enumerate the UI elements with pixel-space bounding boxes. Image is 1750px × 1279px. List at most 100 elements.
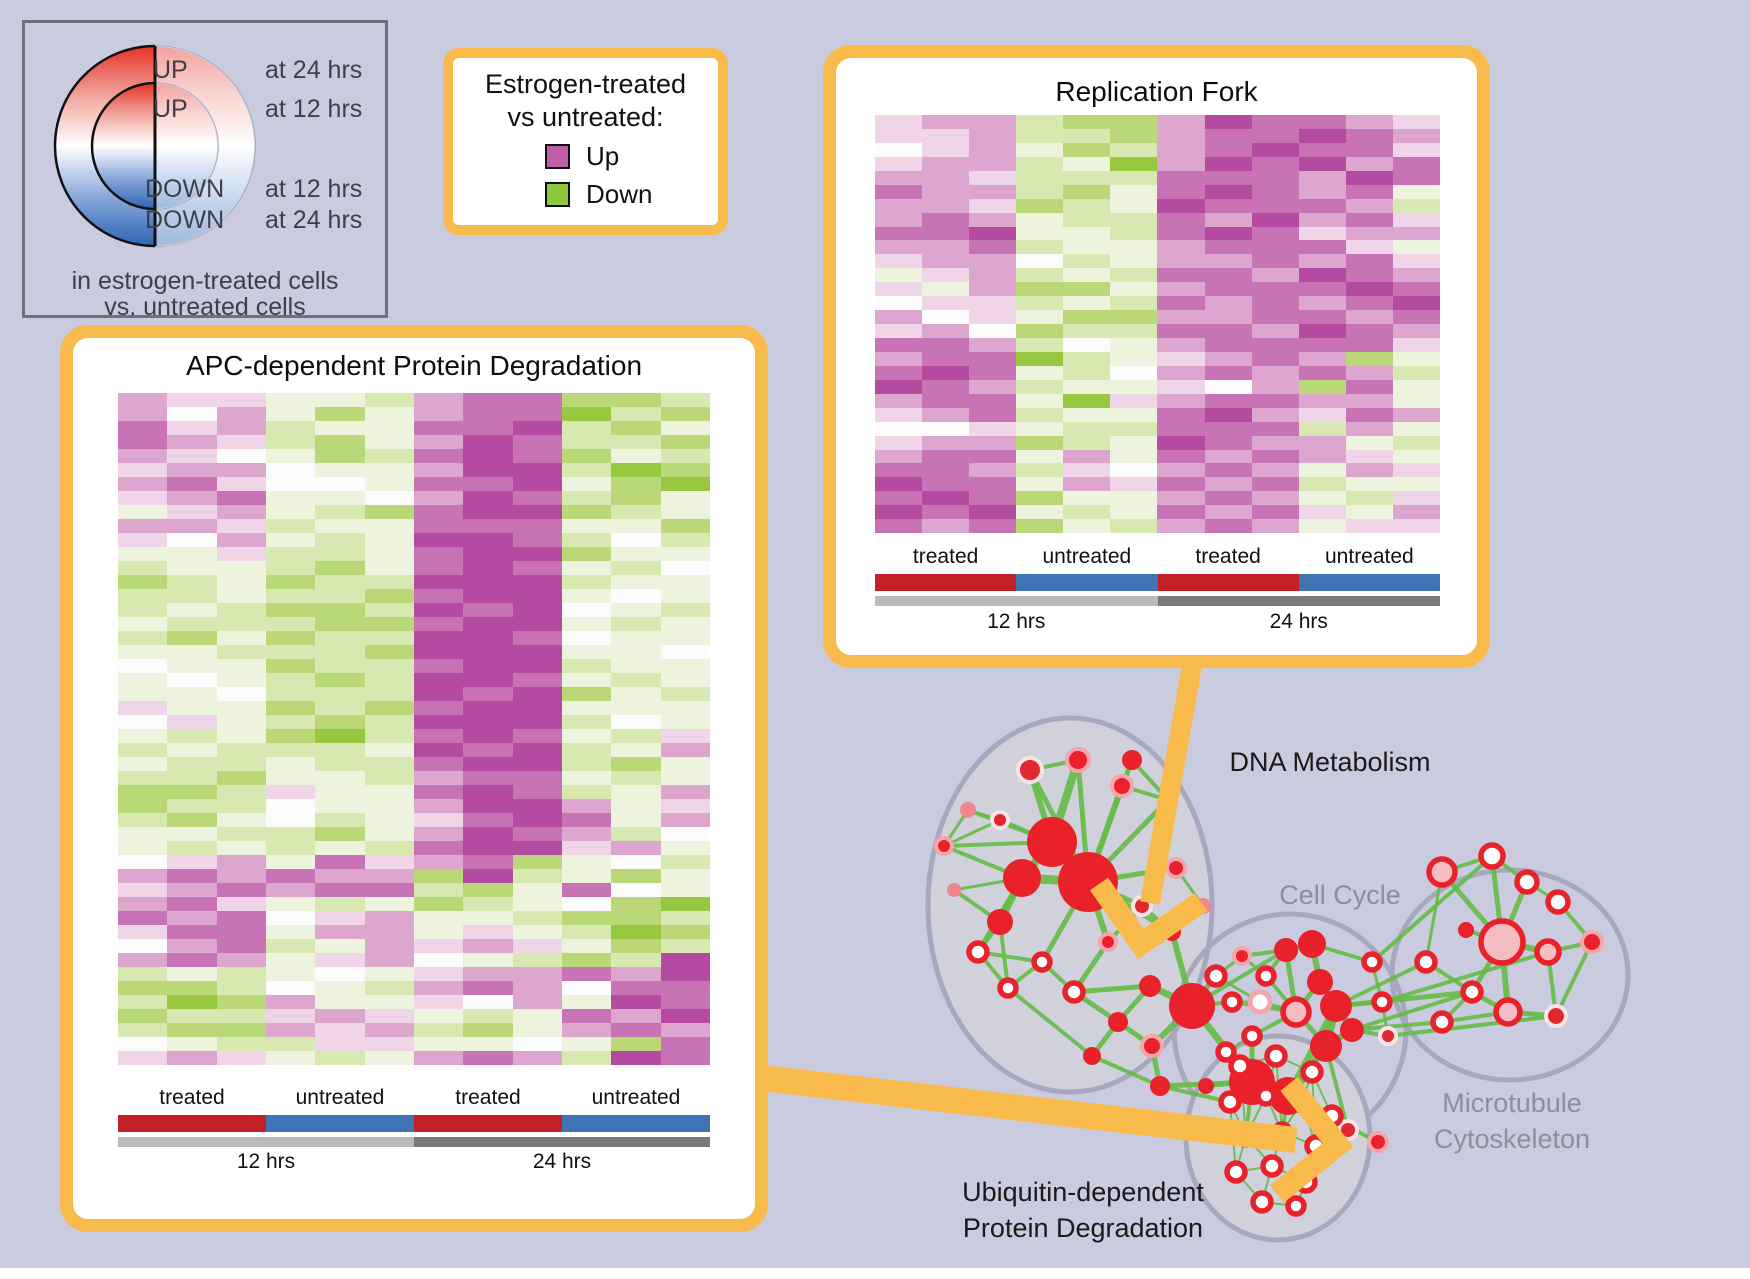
- apc-title: APC-dependent Protein Degradation: [185, 350, 643, 381]
- concentric-circle-diagram: [53, 44, 256, 248]
- heatmap-cell: [413, 827, 464, 841]
- heatmap-cell: [1063, 296, 1111, 311]
- heatmap-cell: [1298, 310, 1346, 325]
- heatmap-cell: [969, 449, 1017, 464]
- heatmap-cell: [315, 799, 365, 813]
- heatmap-cell: [167, 575, 217, 589]
- heatmap-cell: [463, 897, 513, 911]
- heatmap-cell: [265, 589, 316, 603]
- heatmap-cell: [561, 547, 612, 561]
- heatmap-cell: [1392, 268, 1440, 283]
- heatmap-cell: [118, 421, 168, 435]
- heatmap-cell: [1157, 310, 1205, 325]
- heatmap-cell: [118, 393, 168, 407]
- heatmap-cell: [265, 477, 316, 491]
- heatmap-cell: [413, 393, 464, 407]
- heatmap-cell: [265, 491, 316, 505]
- heatmap-cell: [216, 491, 266, 505]
- heatmap-cell: [413, 701, 464, 715]
- estrogen-legend-item-down: Down: [545, 179, 718, 210]
- heatmap-cell: [364, 827, 414, 841]
- heatmap-row: [875, 449, 1440, 464]
- heatmap-cell: [1016, 324, 1064, 338]
- heatmap-cell: [512, 715, 562, 729]
- heatmap-cell: [1298, 338, 1346, 352]
- heatmap-cell: [969, 379, 1017, 394]
- heatmap-cell: [922, 324, 970, 338]
- heatmap-cell: [463, 687, 513, 701]
- heatmap-cell: [463, 421, 513, 435]
- heatmap-cell: [1157, 170, 1205, 185]
- apc-degradation-panel: APC-dependent Protein Degradation treate…: [60, 325, 768, 1232]
- heatmap-row: [118, 631, 710, 645]
- heatmap-cell: [1298, 324, 1346, 338]
- heatmap-cell: [1345, 198, 1393, 213]
- heatmap-cell: [611, 743, 661, 757]
- heatmap-cell: [364, 435, 414, 449]
- heatmap-cell: [364, 771, 414, 785]
- heatmap-cell: [660, 673, 710, 687]
- network-node-ringpale: [1016, 756, 1044, 784]
- heatmap-cell: [875, 463, 923, 478]
- heatmap-cell: [216, 911, 266, 925]
- heatmap-row: [118, 1009, 710, 1023]
- heatmap-cell: [1204, 254, 1252, 269]
- heatmap-cell: [875, 421, 923, 436]
- heatmap-cell: [265, 981, 316, 995]
- heatmap-cell: [1298, 296, 1346, 311]
- heatmap-cell: [265, 715, 316, 729]
- network-node-ringwhite: [1062, 980, 1086, 1004]
- cluster-label-line: DNA Metabolism: [1229, 747, 1431, 777]
- heatmap-cell: [512, 911, 562, 925]
- heatmap-cell: [1345, 407, 1393, 422]
- heatmap-cell: [118, 1009, 168, 1023]
- heatmap-cell: [315, 841, 365, 855]
- heatmap-row: [118, 967, 710, 981]
- heatmap-cell: [167, 911, 217, 925]
- heatmap-cell: [1345, 477, 1393, 492]
- group-label-treated: treated: [1195, 545, 1261, 568]
- heatmap-cell: [1157, 435, 1205, 450]
- heatmap-cell: [1016, 115, 1064, 129]
- heatmap-cell: [463, 1037, 513, 1051]
- heatmap-cell: [1392, 491, 1440, 506]
- network-node-ringwhite: [1255, 1085, 1277, 1107]
- heatmap-cell: [512, 589, 562, 603]
- heatmap-row: [118, 911, 710, 925]
- heatmap-cell: [561, 673, 612, 687]
- heatmap-cell: [118, 589, 168, 603]
- heatmap-cell: [265, 421, 316, 435]
- heatmap-cell: [118, 547, 168, 561]
- heatmap-cell: [512, 813, 562, 827]
- network-node-ringpink: [1098, 932, 1118, 952]
- heatmap-cell: [922, 268, 970, 283]
- heatmap-cell: [265, 561, 316, 575]
- network-node-ringwhite: [1460, 980, 1484, 1004]
- heatmap-cell: [315, 743, 365, 757]
- heatmap-cell: [922, 226, 970, 241]
- heatmap-cell: [265, 435, 316, 449]
- heatmap-cell: [660, 1023, 710, 1037]
- heatmap-cell: [315, 1051, 365, 1065]
- heatmap-cell: [1204, 379, 1252, 394]
- heatmap-cell: [118, 659, 168, 673]
- heatmap-cell: [561, 981, 612, 995]
- heatmap-cell: [463, 645, 513, 659]
- heatmap-cell: [1016, 421, 1064, 436]
- heatmap-cell: [1016, 393, 1064, 408]
- heatmap-cell: [1392, 407, 1440, 422]
- heatmap-cell: [1110, 421, 1158, 436]
- network-node-ringwhite: [1304, 1134, 1328, 1158]
- heatmap-cell: [1345, 184, 1393, 199]
- heatmap-cell: [561, 1009, 612, 1023]
- heatmap-cell: [1251, 449, 1299, 464]
- heatmap-cell: [1157, 477, 1205, 492]
- heatmap-cell: [875, 296, 923, 311]
- heatmap-cell: [265, 939, 316, 953]
- heatmap-cell: [1157, 128, 1205, 143]
- heatmap-cell: [1298, 254, 1346, 269]
- heatmap-cell: [512, 1023, 562, 1037]
- heatmap-cell: [1110, 282, 1158, 297]
- heatmap-cell: [611, 729, 661, 743]
- network-node-ringpale: [1337, 1119, 1359, 1141]
